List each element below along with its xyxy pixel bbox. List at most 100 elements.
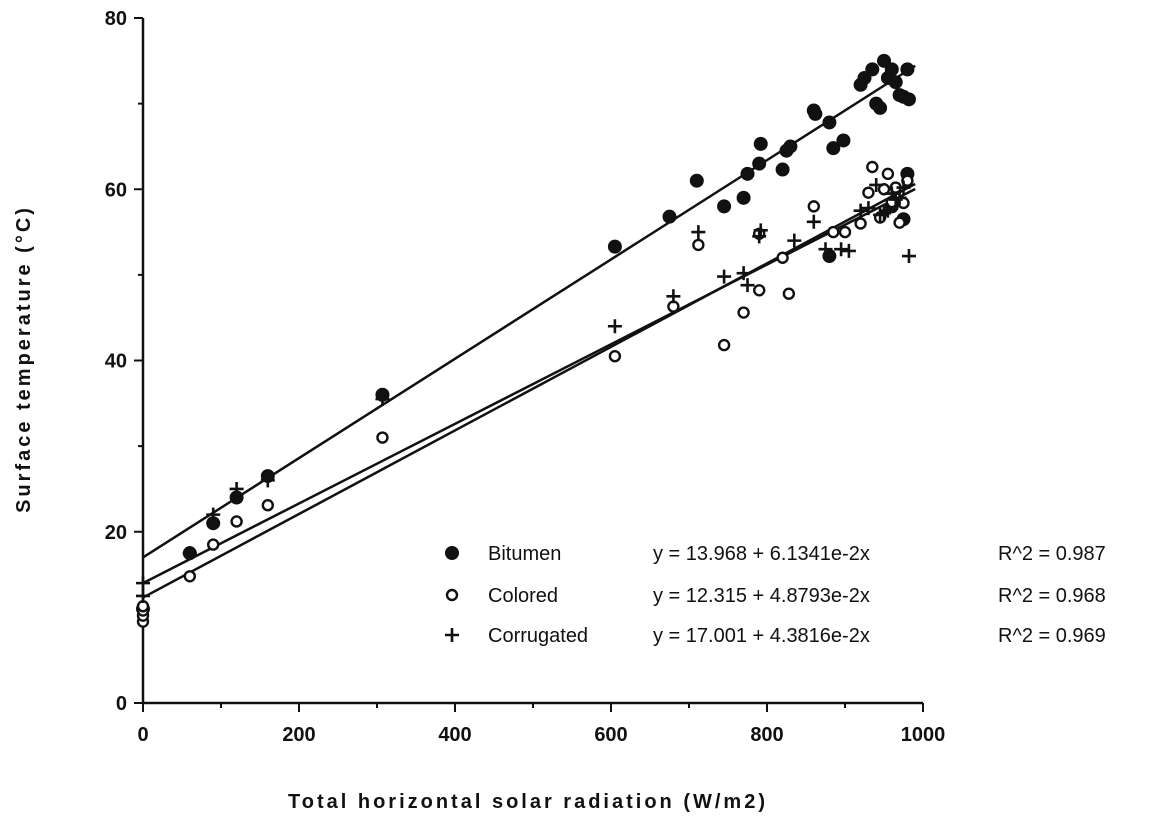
data-point <box>880 203 895 218</box>
data-point <box>206 538 220 551</box>
data-point <box>826 141 841 156</box>
data-point <box>752 156 767 171</box>
data-point <box>866 160 879 174</box>
legend-series-name: Corrugated <box>488 625 588 647</box>
legend-series-name: Bitumen <box>488 543 561 565</box>
data-point <box>775 162 790 177</box>
data-point <box>862 186 875 199</box>
legend-series-name: Colored <box>488 585 558 607</box>
data-point <box>740 278 755 293</box>
y-tick-label: 20 <box>105 522 127 544</box>
data-point <box>376 431 389 444</box>
data-point <box>893 216 906 229</box>
data-point <box>822 115 837 130</box>
series-colored <box>136 160 914 628</box>
legend-equation: y = 17.001 + 4.3816e-2x <box>653 625 870 647</box>
data-point <box>783 139 798 154</box>
data-point <box>841 243 856 258</box>
legend-marker <box>445 546 459 560</box>
data-point <box>740 166 755 181</box>
data-point <box>136 588 150 603</box>
data-point <box>836 133 851 148</box>
data-point <box>662 209 677 224</box>
data-point <box>787 233 802 248</box>
data-point <box>877 183 891 196</box>
legend-row-bitumen: Bitumen y = 13.968 + 6.1341e-2x R^2 = 0.98… <box>445 543 1106 565</box>
data-point <box>753 136 768 151</box>
data-point <box>136 576 150 591</box>
data-point <box>753 284 766 297</box>
data-point <box>838 225 852 239</box>
data-point <box>607 239 622 254</box>
data-point <box>900 62 915 77</box>
fit-line-bitumen <box>142 64 916 559</box>
x-tick-label: 800 <box>750 724 783 746</box>
data-point <box>717 338 731 352</box>
y-tick-label: 80 <box>105 8 127 30</box>
data-point <box>901 249 916 264</box>
legend-equation: y = 12.315 + 4.8793e-2x <box>653 585 870 607</box>
data-point <box>869 177 884 192</box>
data-point <box>375 392 390 407</box>
fit-line-colored <box>142 182 916 599</box>
data-point <box>853 203 868 218</box>
data-point <box>888 75 903 90</box>
data-point <box>717 199 732 214</box>
data-point <box>854 217 867 230</box>
data-point <box>892 190 907 205</box>
data-point <box>229 481 244 496</box>
data-point <box>896 180 911 195</box>
data-point <box>261 499 274 512</box>
data-point <box>881 167 895 181</box>
data-point <box>666 289 681 304</box>
x-tick-label: 400 <box>438 724 471 746</box>
data-point <box>818 242 833 257</box>
data-point <box>260 473 275 488</box>
y-tick-label: 40 <box>105 351 127 373</box>
data-point <box>717 269 732 284</box>
legend-r-squared: R^2 = 0.968 <box>998 585 1106 607</box>
legend-row-corrugated: Corrugated y = 17.001 + 4.3816e-2x R^2 = 0… <box>445 625 1106 647</box>
data-point <box>206 507 221 522</box>
data-point <box>692 238 705 252</box>
data-point <box>834 242 849 257</box>
data-point <box>753 223 768 238</box>
data-point <box>736 266 751 281</box>
data-point <box>873 100 888 115</box>
y-tick-label: 0 <box>116 693 127 715</box>
data-point <box>827 225 840 239</box>
data-point <box>737 306 750 319</box>
data-point <box>689 173 704 188</box>
data-point <box>808 106 823 121</box>
legend-marker <box>445 628 459 642</box>
series-bitumen <box>136 53 916 616</box>
legend-row-colored: Colored y = 12.315 + 4.8793e-2x R^2 = 0.96… <box>445 585 1106 607</box>
x-tick-label: 0 <box>137 724 148 746</box>
legend-marker <box>445 588 459 602</box>
data-point <box>752 229 767 244</box>
data-point <box>230 515 243 528</box>
data-point <box>736 190 751 205</box>
series-corrugated <box>136 177 916 603</box>
data-point <box>901 92 916 107</box>
data-point <box>865 62 880 77</box>
legend-equation: y = 13.968 + 6.1341e-2x <box>653 543 870 565</box>
fit-line-corrugated <box>142 187 916 585</box>
data-point <box>861 201 876 216</box>
data-point <box>776 251 789 264</box>
data-point <box>806 214 821 229</box>
data-point <box>691 225 706 240</box>
axes: 0 200 400 600 800 1000 0 20 40 60 80 <box>105 8 946 746</box>
data-point <box>807 200 820 213</box>
data-point <box>782 287 796 300</box>
fit-lines <box>142 64 916 599</box>
data-point <box>608 350 622 363</box>
x-tick-label: 600 <box>594 724 627 746</box>
x-tick-label: 1000 <box>901 724 946 746</box>
y-tick-label: 60 <box>105 179 127 201</box>
data-point <box>182 546 197 561</box>
legend-r-squared: R^2 = 0.969 <box>998 625 1106 647</box>
x-tick-label: 200 <box>282 724 315 746</box>
legend: Bitumen y = 13.968 + 6.1341e-2x R^2 = 0.98… <box>445 543 1106 647</box>
